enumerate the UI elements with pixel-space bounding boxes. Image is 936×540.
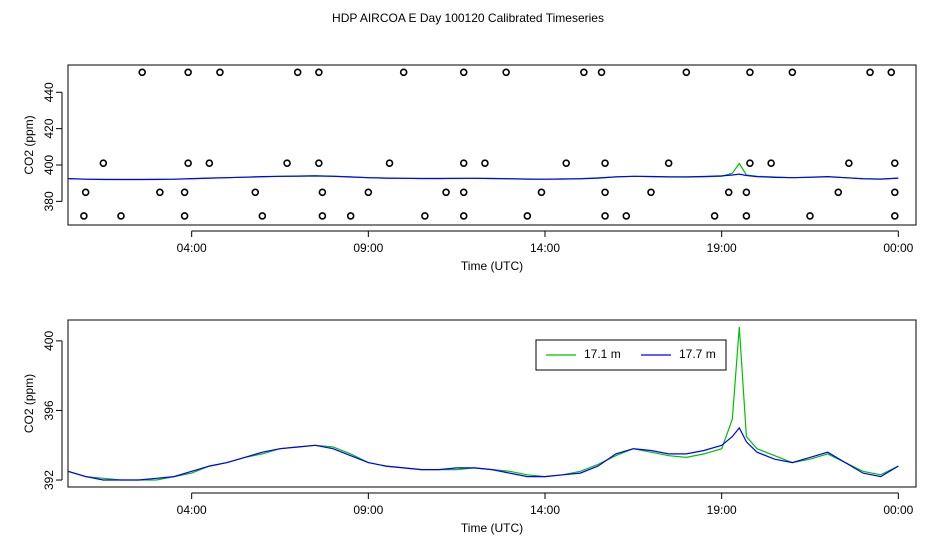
- chart-title: HDP AIRCOA E Day 100120 Calibrated Times…: [332, 11, 604, 25]
- series-line-17-1m: [67, 326, 899, 481]
- data-point: [767, 159, 775, 167]
- data-point: [890, 188, 899, 197]
- x-axis-label: Time (UTC): [461, 259, 523, 273]
- x-tick-label: 04:00: [177, 503, 207, 517]
- plot-frame: [67, 64, 917, 226]
- data-point: [216, 68, 224, 77]
- data-point: [346, 212, 355, 220]
- data-point: [315, 68, 323, 77]
- data-point: [724, 188, 733, 197]
- x-tick-label: 04:00: [177, 241, 207, 255]
- data-point: [622, 212, 631, 220]
- data-point: [597, 68, 606, 77]
- data-point: [459, 159, 468, 167]
- data-point: [601, 212, 609, 220]
- x-tick-label: 00:00: [883, 241, 913, 255]
- data-point: [459, 68, 468, 77]
- series-line-17-7m: [67, 426, 899, 481]
- series-line-17-7m: [67, 173, 899, 181]
- data-point: [184, 159, 192, 167]
- data-point: [318, 212, 327, 220]
- data-point: [442, 188, 450, 197]
- data-point: [788, 68, 797, 77]
- x-tick-label: 19:00: [707, 241, 737, 255]
- x-tick-label: 00:00: [883, 503, 913, 517]
- y-tick-label: 396: [42, 400, 56, 420]
- data-point: [251, 188, 260, 197]
- data-point: [385, 159, 394, 167]
- data-point: [580, 68, 588, 77]
- data-point: [647, 188, 655, 197]
- data-point: [562, 159, 571, 167]
- y-tick-label: 420: [42, 118, 56, 138]
- data-point: [845, 159, 853, 167]
- legend-label: 17.1 m: [584, 347, 621, 361]
- data-point: [537, 188, 546, 197]
- top-panel: 04:00 09:00 14:00 19:00 00:00 380 400 420 440 Tim…: [22, 64, 917, 273]
- data-point: [502, 68, 510, 77]
- y-tick-label: 400: [42, 331, 56, 351]
- x-tick-label: 09:00: [353, 241, 383, 255]
- data-point: [710, 212, 719, 220]
- data-point: [315, 159, 323, 167]
- data-point: [180, 212, 189, 220]
- data-point: [834, 188, 843, 197]
- data-point: [293, 68, 302, 77]
- data-point: [156, 188, 164, 197]
- data-point: [523, 212, 532, 220]
- data-point: [421, 212, 429, 220]
- data-point: [742, 188, 751, 197]
- data-point: [205, 159, 214, 167]
- data-point: [866, 68, 874, 77]
- x-tick-label: 09:00: [353, 503, 383, 517]
- y-tick-label: 440: [42, 82, 56, 102]
- data-point: [258, 212, 267, 220]
- data-point: [318, 188, 327, 197]
- data-point: [99, 159, 108, 167]
- data-point: [364, 188, 373, 197]
- plot-frame: [67, 319, 917, 488]
- data-point: [682, 68, 691, 77]
- data-point: [746, 68, 754, 77]
- y-axis-label: CO2 (ppm): [22, 115, 36, 174]
- data-point: [481, 159, 489, 167]
- data-point: [138, 68, 146, 77]
- y-tick-label: 380: [42, 191, 56, 211]
- data-point: [887, 68, 896, 77]
- y-axis-label: CO2 (ppm): [22, 374, 36, 433]
- data-point: [746, 159, 754, 167]
- data-point: [806, 212, 814, 220]
- data-point: [890, 212, 899, 220]
- data-point: [283, 159, 291, 167]
- data-point: [81, 188, 90, 197]
- data-point: [80, 212, 88, 220]
- y-tick-label: 400: [42, 155, 56, 175]
- x-tick-label: 14:00: [530, 241, 560, 255]
- data-point: [180, 188, 189, 197]
- data-point: [601, 159, 609, 167]
- bottom-panel: 04:00 09:00 14:00 19:00 00:00 392 396 400 Time (…: [22, 319, 917, 535]
- x-axis-label: Time (UTC): [461, 521, 523, 535]
- data-point: [459, 212, 468, 220]
- data-point: [459, 188, 468, 197]
- data-point: [184, 68, 192, 77]
- data-point: [890, 159, 899, 167]
- data-point: [742, 212, 751, 220]
- data-point: [399, 68, 408, 77]
- y-tick-label: 392: [42, 470, 56, 490]
- x-tick-label: 19:00: [707, 503, 737, 517]
- data-point: [601, 188, 609, 197]
- x-tick-label: 14:00: [530, 503, 560, 517]
- data-point: [117, 212, 125, 220]
- legend-label: 17.7 m: [679, 347, 716, 361]
- data-point: [664, 159, 673, 167]
